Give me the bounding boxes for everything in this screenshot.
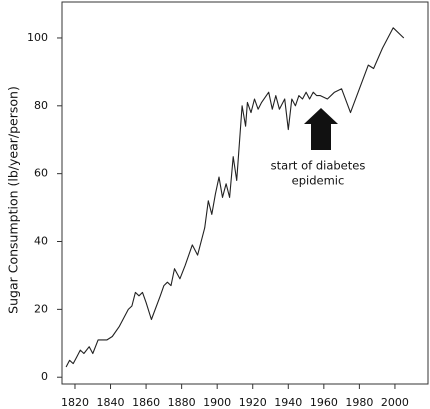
x-tick-label: 1920 xyxy=(239,396,267,409)
y-tick-label: 100 xyxy=(27,31,48,44)
x-tick-label: 1940 xyxy=(274,396,302,409)
annotation-text: epidemic xyxy=(292,174,345,188)
y-tick-label: 60 xyxy=(34,167,48,180)
y-tick-label: 0 xyxy=(41,370,48,383)
data-line xyxy=(65,27,405,368)
y-axis-label: Sugar Consumption (lb/year/person) xyxy=(6,86,21,314)
x-tick-label: 1860 xyxy=(132,396,160,409)
x-tick-label: 1980 xyxy=(345,396,373,409)
annotation-arrow xyxy=(304,108,338,150)
x-tick-label: 2000 xyxy=(381,396,409,409)
y-tick-label: 80 xyxy=(34,99,48,112)
plot-frame xyxy=(61,1,429,385)
x-tick-label: 1960 xyxy=(310,396,338,409)
x-tick-label: 1880 xyxy=(168,396,196,409)
x-tick-label: 1900 xyxy=(203,396,231,409)
x-tick-label: 1820 xyxy=(61,396,89,409)
y-tick-label: 40 xyxy=(34,235,48,248)
annotation-text: start of diabetes xyxy=(271,159,366,173)
x-tick-label: 1840 xyxy=(97,396,125,409)
y-tick-label: 20 xyxy=(34,302,48,315)
